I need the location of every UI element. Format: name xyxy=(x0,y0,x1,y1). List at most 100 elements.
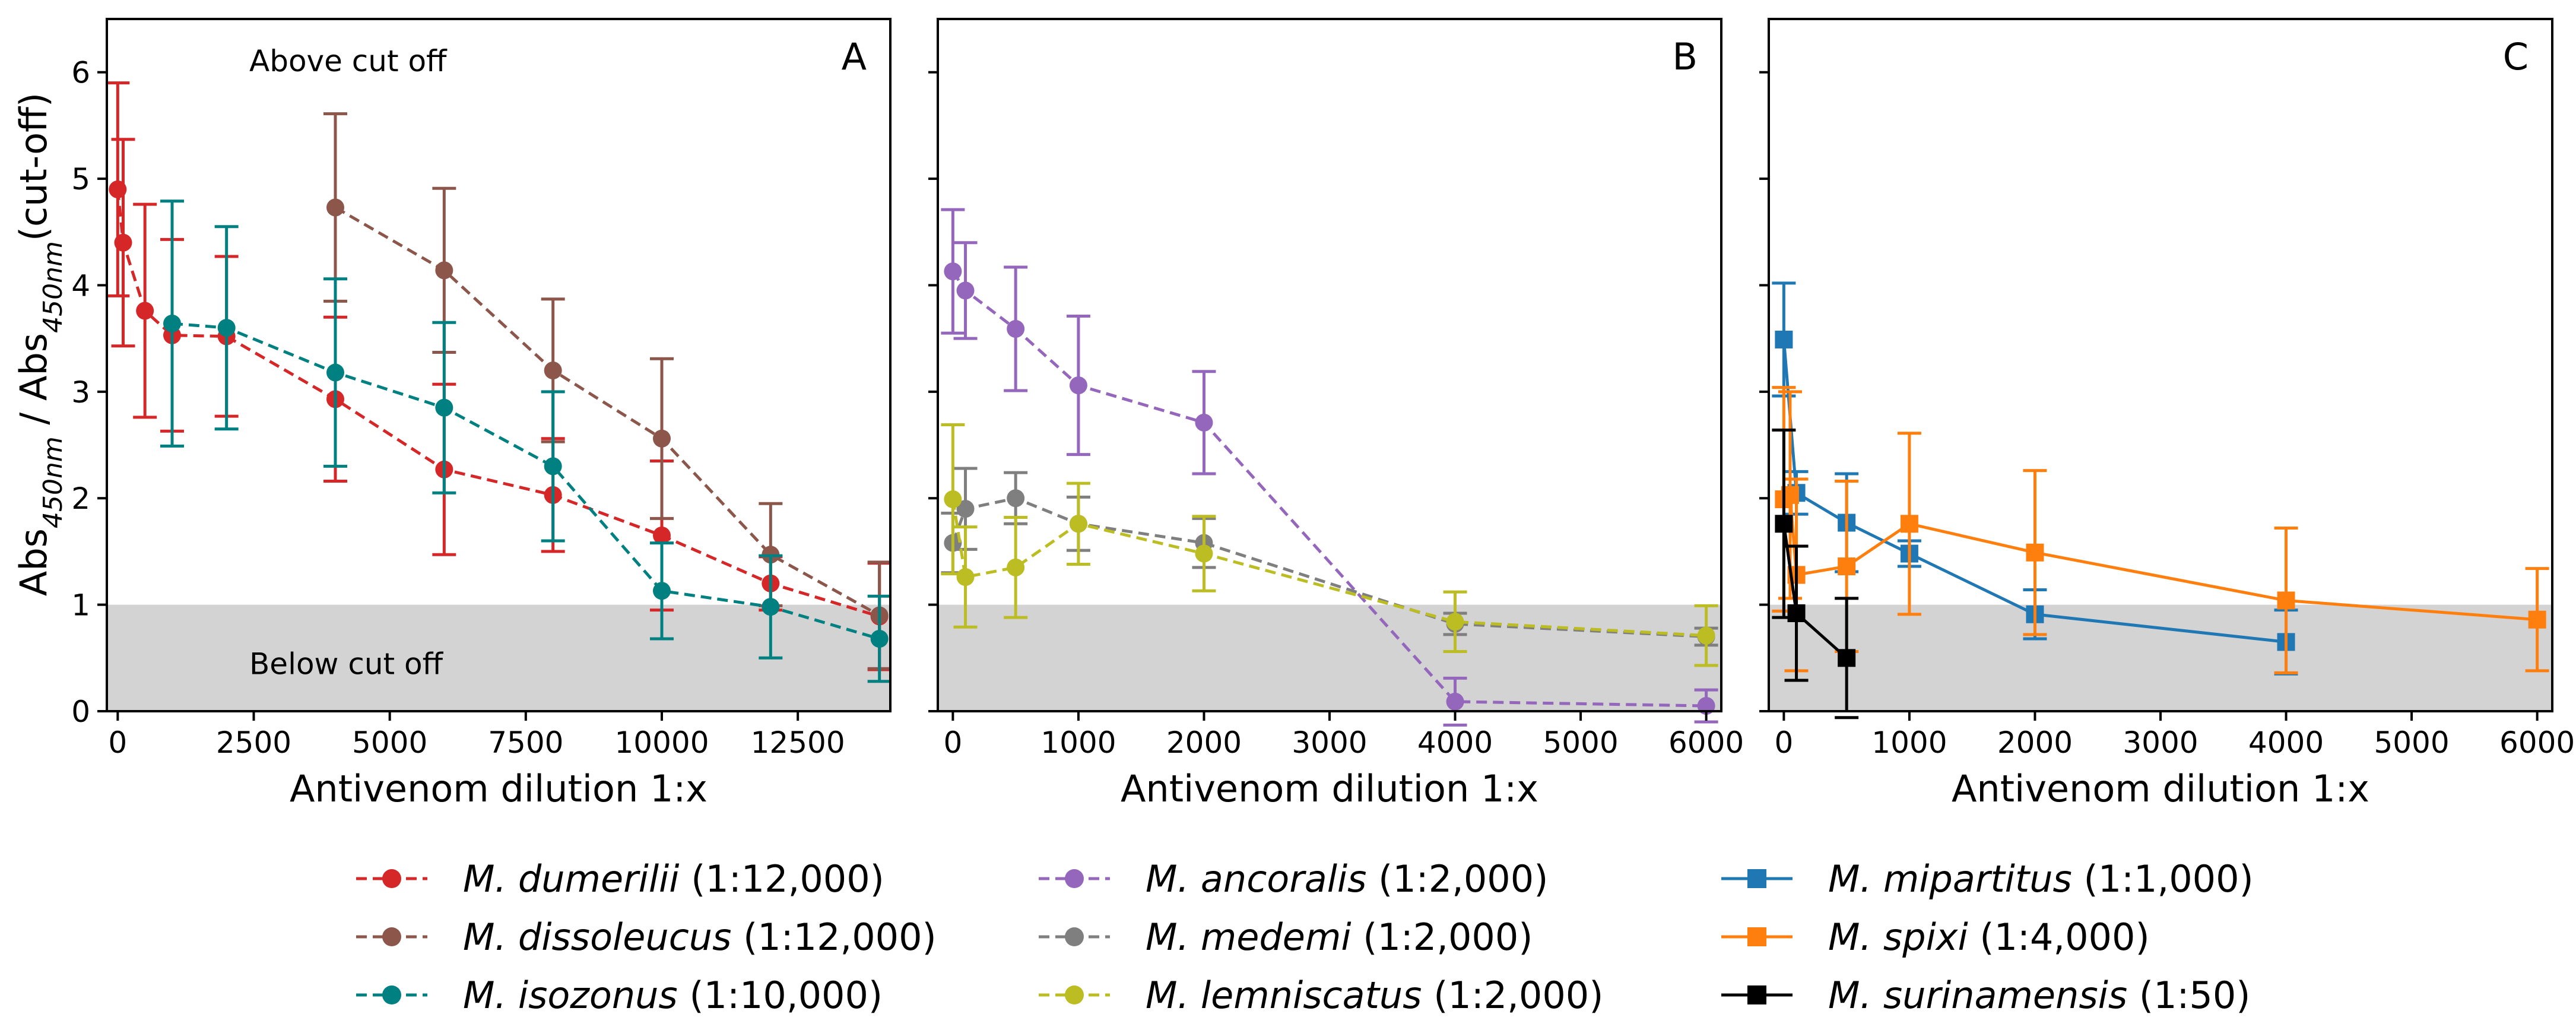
legend-item-m-dumerilii: M. dumerilii (1:12,000) xyxy=(356,857,884,901)
data-point xyxy=(1007,489,1025,508)
legend-label: M. surinamensis (1:50) xyxy=(1828,974,2251,1017)
data-point xyxy=(435,398,453,417)
data-point xyxy=(217,319,236,337)
y-axis-title: Abs450nm / Abs450nm(cut-off) xyxy=(12,93,68,596)
data-point xyxy=(1900,515,1918,533)
y-tick-label: 2 xyxy=(71,481,90,516)
y-tick-label: 4 xyxy=(71,268,90,303)
panel-letter: C xyxy=(2503,35,2529,78)
x-axis-title: Antivenom dilution 1:x xyxy=(1121,767,1538,810)
series-line xyxy=(1782,492,2537,622)
x-tick-label: 5000 xyxy=(1543,725,1618,760)
data-point xyxy=(1446,613,1464,631)
legend-item-m-isozonus: M. isozonus (1:10,000) xyxy=(356,974,883,1017)
series-m-dumerilii xyxy=(106,81,892,671)
legend-item-m-dissoleucus: M. dissoleucus (1:12,000) xyxy=(356,915,937,959)
data-point xyxy=(944,490,962,509)
below-cutoff-region xyxy=(1769,604,2552,711)
x-tick-label: 4000 xyxy=(1417,725,1493,760)
legend-marker xyxy=(382,927,401,946)
y-tick-label: 6 xyxy=(71,56,90,90)
x-tick-label: 5000 xyxy=(2374,725,2449,760)
data-point xyxy=(944,262,962,281)
x-tick-label: 0 xyxy=(1774,725,1793,760)
legend-label: M. dissoleucus (1:12,000) xyxy=(463,915,937,959)
legend-item-m-surinamensis: M. surinamensis (1:50) xyxy=(1721,974,2251,1017)
panel-letter: A xyxy=(842,35,867,78)
x-tick-label: 10000 xyxy=(614,725,709,760)
series-line xyxy=(334,206,880,617)
data-point xyxy=(544,361,562,379)
series-m-dissoleucus xyxy=(323,112,892,670)
data-point xyxy=(1069,515,1087,533)
legend-label: M. mipartitus (1:1,000) xyxy=(1828,857,2254,901)
data-point xyxy=(1195,413,1213,432)
data-point xyxy=(326,198,344,217)
data-point xyxy=(1697,626,1715,645)
legend-marker xyxy=(1747,985,1766,1004)
data-point xyxy=(1838,649,1856,667)
y-tick-label: 0 xyxy=(71,695,90,729)
data-point xyxy=(1069,376,1087,395)
panel-b: 0 1000 2000 3000 4000 5000 6000 Antivenom dilut… xyxy=(928,18,1744,810)
data-point xyxy=(2528,610,2546,629)
x-tick-label: 12500 xyxy=(751,725,845,760)
below-cutoff-label: Below cut off xyxy=(249,646,444,681)
data-point xyxy=(136,302,154,320)
data-point xyxy=(109,180,127,199)
legend-marker xyxy=(382,869,401,888)
svg-text:Abs450nm / Abs450nm(cut-off): Abs450nm / Abs450nm(cut-off) xyxy=(12,93,68,596)
data-point xyxy=(1775,515,1793,533)
data-point xyxy=(762,598,780,616)
data-point xyxy=(163,315,181,333)
series-line xyxy=(1782,339,2286,644)
x-axis-title: Antivenom dilution 1:x xyxy=(1952,767,2369,810)
legend-label: M. dumerilii (1:12,000) xyxy=(463,857,884,901)
x-tick-label: 1000 xyxy=(1871,725,1947,760)
legend-item-m-ancoralis: M. ancoralis (1:2,000) xyxy=(1039,857,1548,901)
x-tick-label: 2000 xyxy=(1997,725,2073,760)
data-point xyxy=(653,582,671,600)
data-point xyxy=(1838,557,1856,576)
legend-label: M. ancoralis (1:2,000) xyxy=(1146,857,1548,901)
legend-label: M. isozonus (1:10,000) xyxy=(463,974,883,1017)
x-tick-label: 6000 xyxy=(2499,725,2575,760)
x-tick-label: 1000 xyxy=(1040,725,1116,760)
x-tick-label: 4000 xyxy=(2248,725,2324,760)
x-tick-label: 7500 xyxy=(488,725,563,760)
data-point xyxy=(1007,320,1025,338)
legend-label: M. lemniscatus (1:2,000) xyxy=(1146,974,1603,1017)
panel-letter: B xyxy=(1672,35,1698,78)
x-tick-label: 3000 xyxy=(1292,725,1367,760)
data-point xyxy=(653,527,671,545)
legend-marker xyxy=(1065,985,1084,1004)
legend-marker xyxy=(1065,927,1084,946)
data-point xyxy=(956,500,975,518)
series-m-surinamensis xyxy=(1772,428,1859,720)
legend: M. dumerilii (1:12,000) M. dissoleucus (1… xyxy=(356,857,2254,1017)
data-point xyxy=(653,429,671,448)
data-point xyxy=(2277,591,2295,610)
x-tick-label: 5000 xyxy=(352,725,427,760)
plot-frame xyxy=(106,18,892,712)
data-point xyxy=(956,568,975,586)
legend-marker xyxy=(1747,869,1766,888)
series-m-ancoralis xyxy=(941,208,1718,727)
data-point xyxy=(1195,544,1213,563)
x-tick-label: 2500 xyxy=(216,725,291,760)
data-point xyxy=(1446,692,1464,711)
legend-marker xyxy=(1065,869,1084,888)
legend-item-m-medemi: M. medemi (1:2,000) xyxy=(1039,915,1533,959)
data-point xyxy=(114,233,132,252)
data-point xyxy=(956,281,975,300)
data-point xyxy=(2026,543,2044,562)
data-point xyxy=(1775,330,1793,348)
x-tick-label: 0 xyxy=(943,725,962,760)
legend-marker xyxy=(382,985,401,1004)
y-tick-label: 5 xyxy=(71,162,90,197)
above-cutoff-label: Above cut off xyxy=(249,44,448,78)
x-tick-label: 0 xyxy=(108,725,127,760)
data-point xyxy=(544,457,562,476)
series-line xyxy=(172,322,880,641)
